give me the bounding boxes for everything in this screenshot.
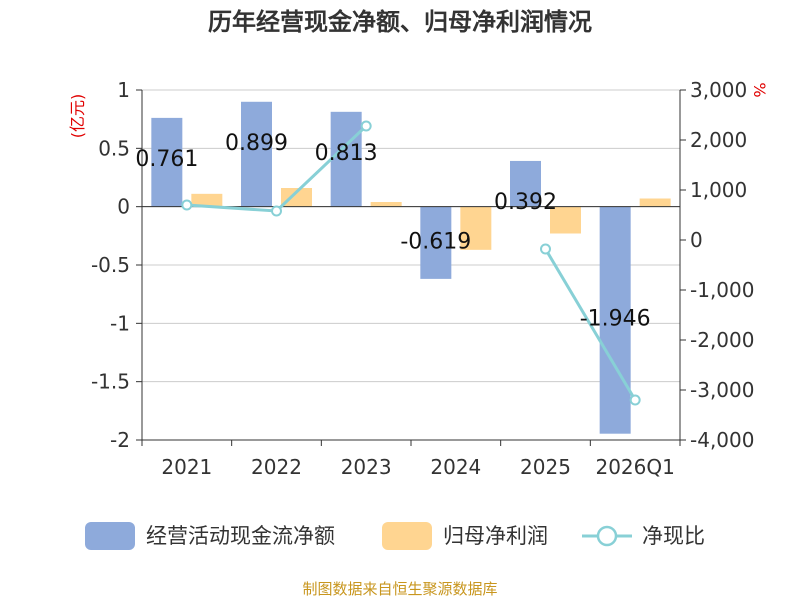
right-axis-tick-label: 0 [690, 228, 703, 252]
right-axis-unit: % [750, 82, 769, 97]
bar-net-profit [460, 206, 492, 250]
right-axis-tick-label: 3,000 [690, 78, 747, 102]
right-axis-tick-label: -4,000 [690, 428, 754, 452]
source-note: 制图数据来自恒生聚源数据库 [302, 580, 497, 598]
bar-cashflow [510, 160, 541, 207]
bar-cashflow [330, 111, 362, 207]
left-axis: 1 0.5 0 -0.5 -1 -1.5 -2 [91, 78, 143, 452]
right-axis-tick-label: -3,000 [690, 378, 754, 402]
chart-title: 历年经营现金净额、归母净利润情况 [208, 8, 592, 36]
legend-label-cashflow: 经营活动现金流净额 [146, 524, 335, 548]
bar-net-profit [281, 188, 312, 207]
legend: 经营活动现金流净额 归母净利润 净现比 [85, 522, 705, 550]
bar-cashflow [599, 206, 631, 434]
x-axis-tick-label: 2021 [161, 455, 212, 479]
ratio-point [540, 243, 551, 255]
left-axis-tick-label: 0.5 [98, 136, 130, 160]
legend-item-net-profit[interactable]: 归母净利润 [382, 522, 548, 550]
ratio-point [181, 199, 193, 211]
legend-swatch-net-profit [382, 522, 432, 550]
legend-item-ratio[interactable]: 净现比 [582, 524, 705, 548]
ratio-point [360, 120, 372, 132]
left-axis-tick-label: -1 [110, 311, 130, 335]
x-axis-tick-label: 2022 [251, 455, 302, 479]
ratio-point [271, 205, 282, 217]
value-label-cashflow: -1.946 [580, 307, 651, 332]
bar-net-profit [370, 202, 402, 207]
legend-swatch-ratio-marker [596, 525, 618, 547]
x-axis-tick-label: 2026Q1 [595, 455, 674, 479]
value-label-cashflow: 0.813 [315, 141, 378, 166]
legend-swatch-cashflow [85, 522, 135, 550]
left-axis-tick-label: -1.5 [91, 370, 130, 394]
bar-cashflow [420, 206, 452, 279]
value-labels: 0.761 0.899 0.813 -0.619 0.392 -1.946 [135, 131, 650, 332]
x-axis-tick-label: 2024 [430, 455, 481, 479]
bar-net-profit [639, 198, 671, 207]
right-axis-tick-label: -1,000 [690, 278, 754, 302]
value-label-cashflow: -0.619 [400, 230, 471, 255]
left-axis-tick-label: -0.5 [91, 253, 130, 277]
left-axis-unit: (亿元) [68, 94, 87, 139]
bar-net-profit [550, 206, 581, 234]
value-label-cashflow: 0.392 [494, 190, 557, 215]
right-axis-tick-label: 1,000 [690, 178, 747, 202]
bar-cashflow [241, 101, 272, 207]
ratio-line [544, 248, 637, 401]
grid [142, 89, 680, 441]
ratio-point [629, 394, 641, 406]
legend-item-cashflow[interactable]: 经营活动现金流净额 [85, 522, 335, 550]
bars [151, 101, 671, 434]
right-axis-tick-label: -2,000 [690, 328, 754, 352]
left-axis-tick-label: 0 [117, 195, 130, 219]
right-axis: 3,000 2,000 1,000 0 -1,000 -2,000 -3,000 -4,000 [679, 78, 754, 452]
x-axis-tick-label: 2023 [341, 455, 392, 479]
line-series [181, 120, 641, 406]
value-label-cashflow: 0.899 [225, 131, 288, 156]
value-label-cashflow: 0.761 [135, 147, 198, 172]
bar-cashflow [151, 117, 183, 207]
right-axis-tick-label: 2,000 [690, 128, 747, 152]
bar-net-profit [191, 193, 223, 207]
left-axis-tick-label: 1 [117, 78, 130, 102]
x-axis-tick-label: 2025 [520, 455, 571, 479]
x-axis: 2021 2022 2023 2024 2025 2026Q1 [141, 439, 681, 479]
legend-label-ratio: 净现比 [642, 524, 705, 548]
left-axis-tick-label: -2 [110, 428, 130, 452]
legend-label-net-profit: 归母净利润 [443, 524, 548, 548]
